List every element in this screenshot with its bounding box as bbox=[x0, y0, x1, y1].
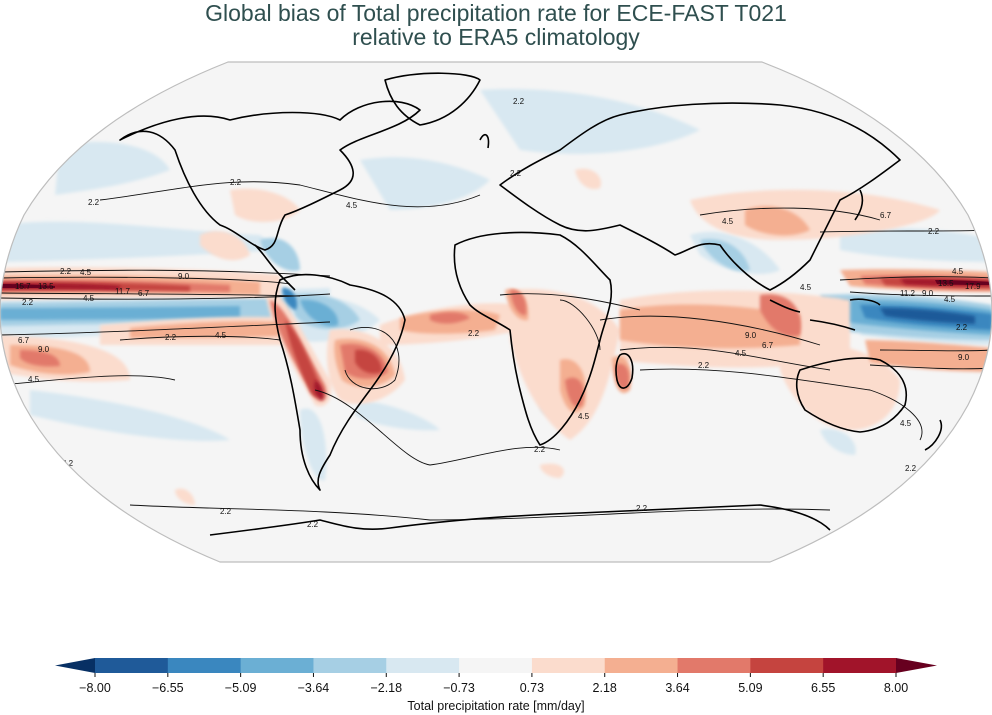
colorbar-tick-label: −3.64 bbox=[297, 681, 330, 695]
svg-text:13.5: 13.5 bbox=[938, 279, 954, 288]
globe-panel: 2.2 4.5 15.7 13.5 11.7 6.7 9.0 2.2 4.5 2… bbox=[0, 62, 992, 562]
svg-text:2.2: 2.2 bbox=[956, 323, 968, 332]
colorbar-tick-label: 0.73 bbox=[519, 681, 545, 695]
svg-text:2.2: 2.2 bbox=[88, 198, 100, 207]
svg-text:9.0: 9.0 bbox=[38, 345, 50, 354]
colorbar-segment bbox=[386, 658, 460, 673]
svg-text:9.0: 9.0 bbox=[745, 331, 757, 340]
chart-title-line-2: relative to ERA5 climatology bbox=[352, 24, 640, 50]
svg-text:2.2: 2.2 bbox=[513, 97, 525, 106]
globe-outline bbox=[0, 61, 992, 563]
colorbar-segment bbox=[95, 658, 169, 673]
colorbar-segment bbox=[167, 658, 242, 673]
svg-text:6.7: 6.7 bbox=[762, 341, 774, 350]
colorbar-tick-label: −2.18 bbox=[370, 681, 403, 695]
colorbar-segment bbox=[531, 658, 606, 673]
colorbar-tick-label: −5.09 bbox=[224, 681, 257, 695]
svg-text:9.0: 9.0 bbox=[922, 289, 934, 298]
svg-text:2.2: 2.2 bbox=[468, 329, 480, 338]
svg-text:4.5: 4.5 bbox=[346, 201, 358, 210]
colorbar-tick-label: 5.09 bbox=[738, 681, 763, 695]
svg-text:4.5: 4.5 bbox=[944, 295, 956, 304]
colorbar-tick-label: 8.00 bbox=[883, 681, 909, 695]
colorbar-segment bbox=[604, 658, 679, 673]
colorbar-tick-label: −6.55 bbox=[151, 681, 184, 695]
svg-text:2.2: 2.2 bbox=[22, 298, 34, 307]
svg-text:17.9: 17.9 bbox=[965, 282, 981, 291]
svg-text:2.2: 2.2 bbox=[60, 267, 72, 276]
svg-text:11.7: 11.7 bbox=[115, 287, 131, 296]
svg-text:13.5: 13.5 bbox=[38, 282, 54, 291]
svg-text:6.7: 6.7 bbox=[18, 336, 30, 345]
svg-text:4.5: 4.5 bbox=[80, 268, 92, 277]
colorbar-segment bbox=[823, 658, 897, 673]
svg-text:2.2: 2.2 bbox=[636, 504, 648, 513]
svg-text:4.5: 4.5 bbox=[952, 267, 964, 276]
svg-text:4.5: 4.5 bbox=[800, 283, 812, 292]
colorbar-under-triangle bbox=[55, 658, 95, 673]
svg-text:2.2: 2.2 bbox=[220, 507, 232, 516]
climatology-contours bbox=[0, 181, 992, 521]
svg-text:4.5: 4.5 bbox=[28, 375, 40, 384]
svg-text:4.5: 4.5 bbox=[735, 349, 747, 358]
svg-text:4.5: 4.5 bbox=[578, 412, 590, 421]
svg-text:6.7: 6.7 bbox=[138, 289, 150, 298]
svg-text:2.2: 2.2 bbox=[510, 169, 522, 178]
chart-title-line-1: Global bias of Total precipitation rate … bbox=[205, 0, 787, 26]
colorbar-tick-label: 3.64 bbox=[665, 681, 690, 695]
colorbar-tick-label: −8.00 bbox=[79, 681, 111, 695]
svg-text:9.0: 9.0 bbox=[958, 353, 970, 362]
colorbar-label: Total precipitation rate [mm/day] bbox=[407, 699, 585, 713]
coastlines bbox=[119, 72, 943, 536]
svg-text:2.2: 2.2 bbox=[905, 464, 917, 473]
colorbar bbox=[55, 658, 937, 677]
contour-labels: 2.2 4.5 15.7 13.5 11.7 6.7 9.0 2.2 4.5 2… bbox=[15, 97, 981, 529]
colorbar-tick-label: 2.18 bbox=[592, 681, 617, 695]
svg-text:11.2: 11.2 bbox=[900, 289, 916, 298]
colorbar-segment bbox=[240, 658, 314, 673]
colorbar-tick-label: −0.73 bbox=[443, 681, 475, 695]
colorbar-segment bbox=[313, 658, 387, 673]
svg-text:6.7: 6.7 bbox=[880, 211, 892, 220]
svg-text:4.5: 4.5 bbox=[900, 419, 912, 428]
svg-text:4.5: 4.5 bbox=[215, 331, 227, 340]
svg-text:2.2: 2.2 bbox=[165, 333, 177, 342]
svg-text:2.2: 2.2 bbox=[230, 178, 242, 187]
svg-text:2.2: 2.2 bbox=[698, 361, 710, 370]
colorbar-over-triangle bbox=[896, 658, 937, 673]
svg-text:2.2: 2.2 bbox=[62, 459, 74, 468]
svg-text:4.5: 4.5 bbox=[722, 217, 734, 226]
colorbar-segment bbox=[750, 658, 824, 673]
svg-text:2.2: 2.2 bbox=[534, 445, 546, 454]
colorbar-segment bbox=[459, 658, 533, 673]
svg-text:9.0: 9.0 bbox=[178, 272, 190, 281]
svg-text:15.7: 15.7 bbox=[15, 282, 31, 291]
svg-text:4.5: 4.5 bbox=[83, 294, 95, 303]
colorbar-segment bbox=[677, 658, 751, 673]
colorbar-tick-label: 6.55 bbox=[811, 681, 836, 695]
svg-text:2.2: 2.2 bbox=[928, 227, 940, 236]
svg-text:2.2: 2.2 bbox=[307, 520, 319, 529]
